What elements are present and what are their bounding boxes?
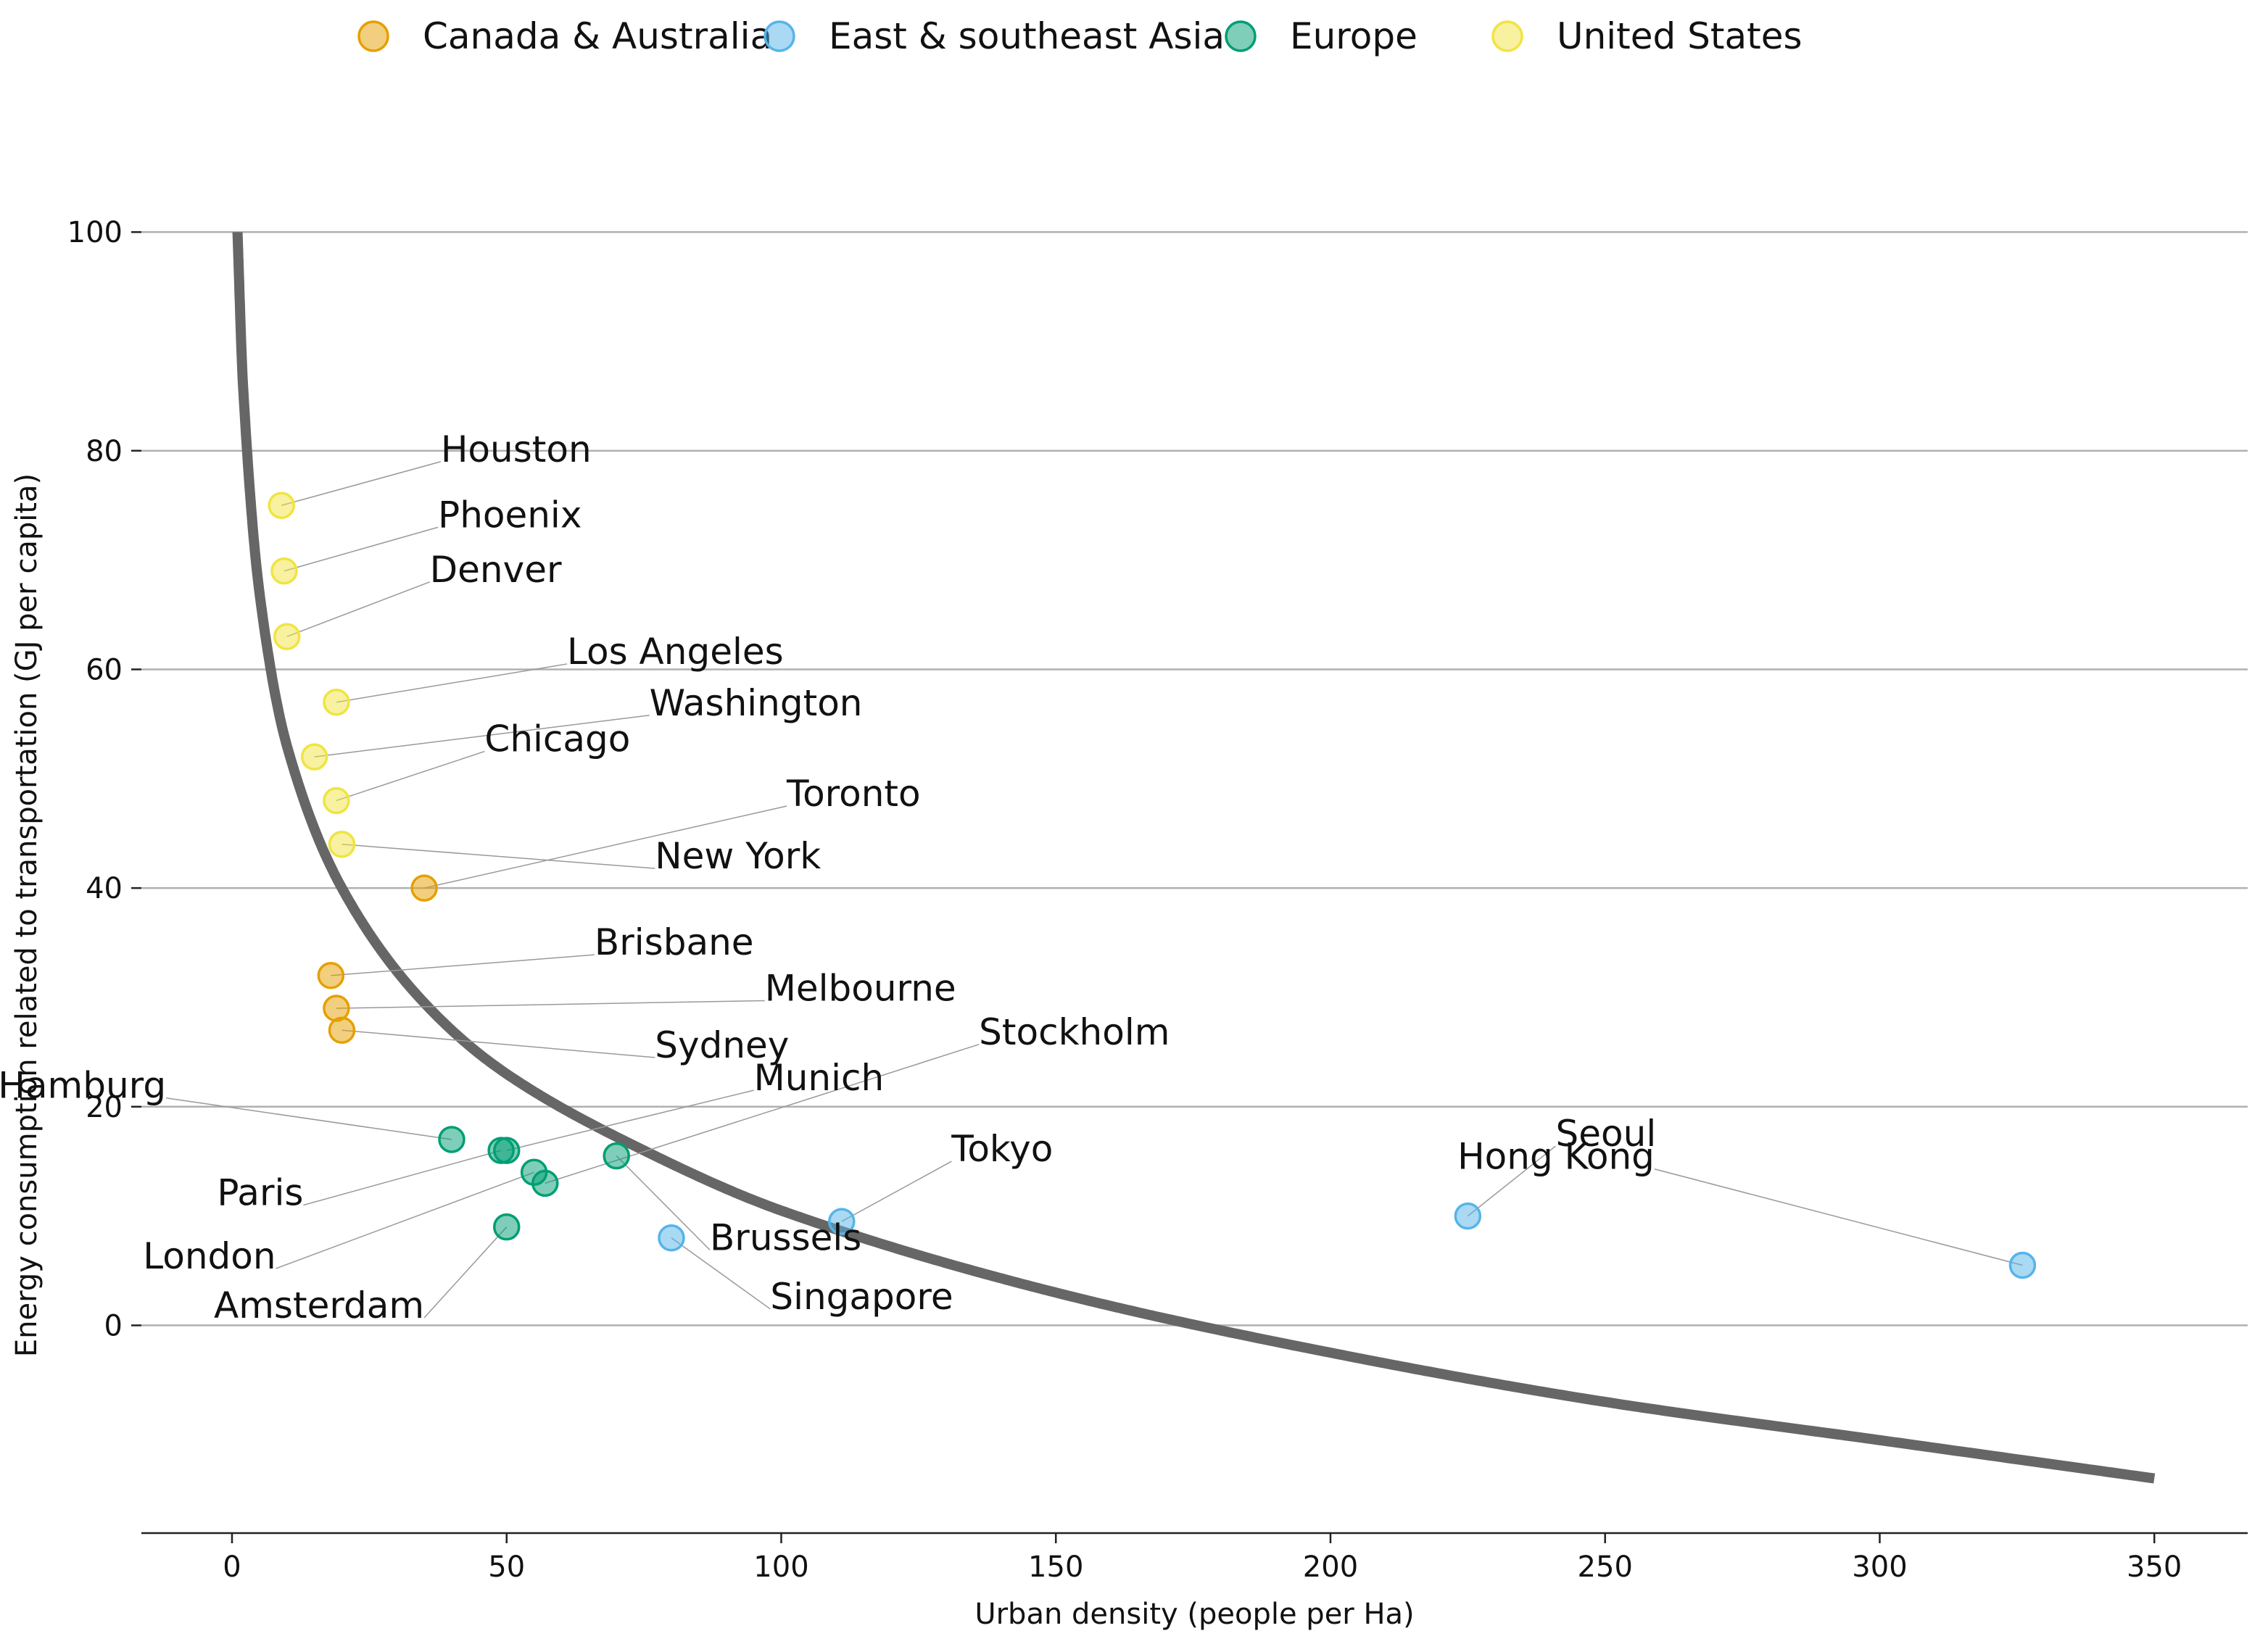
trend-curve-group (232, 232, 2156, 1484)
leader-line-toronto (423, 805, 787, 889)
y-axis-title: Energy consumption related to transporta… (10, 473, 44, 1357)
legend-marker-united-states (1491, 20, 1523, 52)
point-hamburg[interactable] (438, 1126, 465, 1153)
trend-curve (232, 232, 2156, 1484)
point-amsterdam[interactable] (492, 1213, 521, 1241)
leader-line-hong-kong (1654, 1168, 2023, 1266)
y-tick-label: 80 (86, 435, 123, 468)
legend-marker-europe (1225, 20, 1257, 52)
label-brisbane: Brisbane (595, 921, 754, 963)
leader-line-tokyo (841, 1161, 952, 1222)
x-tick-label: 300 (1852, 1550, 1907, 1584)
point-phoenix[interactable] (270, 557, 298, 585)
x-axis-title: Urban density (people per Ha) (974, 1598, 1414, 1631)
label-sydney: Sydney (655, 1024, 789, 1066)
leader-line-brussels (616, 1155, 711, 1250)
x-tick-label: 350 (2127, 1550, 2182, 1584)
leader-line-washington (314, 715, 650, 757)
label-brussels: Brussels (710, 1216, 861, 1258)
label-houston: Houston (441, 428, 592, 470)
leader-line-munich (506, 1089, 754, 1151)
legend-label-east-and-southeast-asia: East & southeast Asia (829, 15, 1225, 57)
leader-line-sydney (342, 1029, 655, 1058)
point-los-angeles[interactable] (323, 688, 350, 716)
label-london: London (143, 1235, 276, 1277)
data-points (268, 491, 2037, 1279)
label-munich: Munich (754, 1057, 885, 1099)
legend: Canada & Australia East & southeast Asia E… (357, 15, 1803, 57)
leader-line-paris (303, 1150, 502, 1206)
label-denver: Denver (430, 549, 562, 591)
point-brisbane[interactable] (317, 962, 345, 989)
label-hamburg: Hamburg (0, 1065, 166, 1107)
leader-line-houston (281, 461, 442, 506)
x-tick-label: 250 (1578, 1550, 1633, 1584)
leader-line-seoul (1467, 1145, 1557, 1217)
label-toronto: Toronto (786, 773, 921, 815)
leader-line-denver (286, 581, 430, 637)
label-melbourne: Melbourne (765, 967, 956, 1009)
x-tick-label: 50 (488, 1550, 525, 1584)
legend-marker-canada-and-australia (357, 20, 389, 52)
y-tick-label: 60 (86, 653, 123, 686)
label-los-angeles: Los Angeles (567, 631, 784, 673)
leader-line-melbourne (336, 1000, 765, 1009)
point-washington[interactable] (300, 743, 328, 771)
point-denver[interactable] (273, 623, 301, 650)
point-hong-kong[interactable] (2008, 1251, 2037, 1279)
leader-line-amsterdam (423, 1226, 508, 1319)
label-chicago: Chicago (484, 718, 630, 760)
leader-line-london (276, 1171, 534, 1269)
y-tick-label: 40 (86, 872, 123, 905)
leader-line-brisbane (331, 954, 595, 976)
label-paris: Paris (217, 1172, 303, 1214)
point-new-york[interactable] (328, 831, 356, 858)
y-tick-label: 100 (67, 216, 123, 249)
point-melbourne[interactable] (323, 995, 350, 1022)
legend-label-europe: Europe (1290, 15, 1418, 57)
point-stockholm[interactable] (531, 1169, 559, 1197)
label-amsterdam: Amsterdam (214, 1284, 424, 1327)
label-hong-kong: Hong Kong (1457, 1136, 1655, 1178)
label-singapore: Singapore (770, 1276, 953, 1318)
point-houston[interactable] (268, 491, 295, 519)
point-tokyo[interactable] (828, 1208, 856, 1235)
y-tick-label: 20 (86, 1091, 123, 1124)
leader-line-phoenix (284, 526, 439, 572)
point-chicago[interactable] (323, 786, 350, 815)
x-tick-label: 0 (223, 1550, 241, 1584)
legend-marker-east-and-southeast-asia (763, 20, 795, 52)
point-singapore[interactable] (658, 1224, 685, 1252)
x-tick-label: 100 (753, 1550, 808, 1584)
legend-label-canada-and-australia: Canada & Australia (423, 15, 772, 57)
label-tokyo: Tokyo (951, 1128, 1053, 1170)
point-sydney[interactable] (328, 1016, 356, 1044)
leader-lines (165, 461, 2023, 1319)
label-washington: Washington (650, 682, 863, 724)
leader-line-hamburg (165, 1097, 452, 1140)
point-seoul[interactable] (1454, 1202, 1482, 1230)
y-tick-label: 0 (104, 1309, 123, 1342)
axes: Urban density (people per Ha) Energy con… (10, 216, 2248, 1631)
x-tick-label: 200 (1303, 1550, 1358, 1584)
point-toronto[interactable] (410, 874, 438, 902)
label-seoul: Seoul (1556, 1113, 1657, 1155)
leader-line-new-york (342, 844, 655, 869)
label-phoenix: Phoenix (438, 494, 582, 536)
x-tick-label: 150 (1028, 1550, 1083, 1584)
leader-line-chicago (336, 750, 485, 802)
label-new-york: New York (655, 835, 821, 877)
legend-label-united-states: United States (1557, 15, 1803, 57)
label-stockholm: Stockholm (979, 1011, 1170, 1053)
point-munich[interactable] (492, 1137, 521, 1164)
point-brussels[interactable] (603, 1142, 630, 1170)
leader-line-los-angeles (336, 663, 568, 703)
grid (141, 231, 2248, 1327)
leader-line-singapore (671, 1237, 771, 1310)
